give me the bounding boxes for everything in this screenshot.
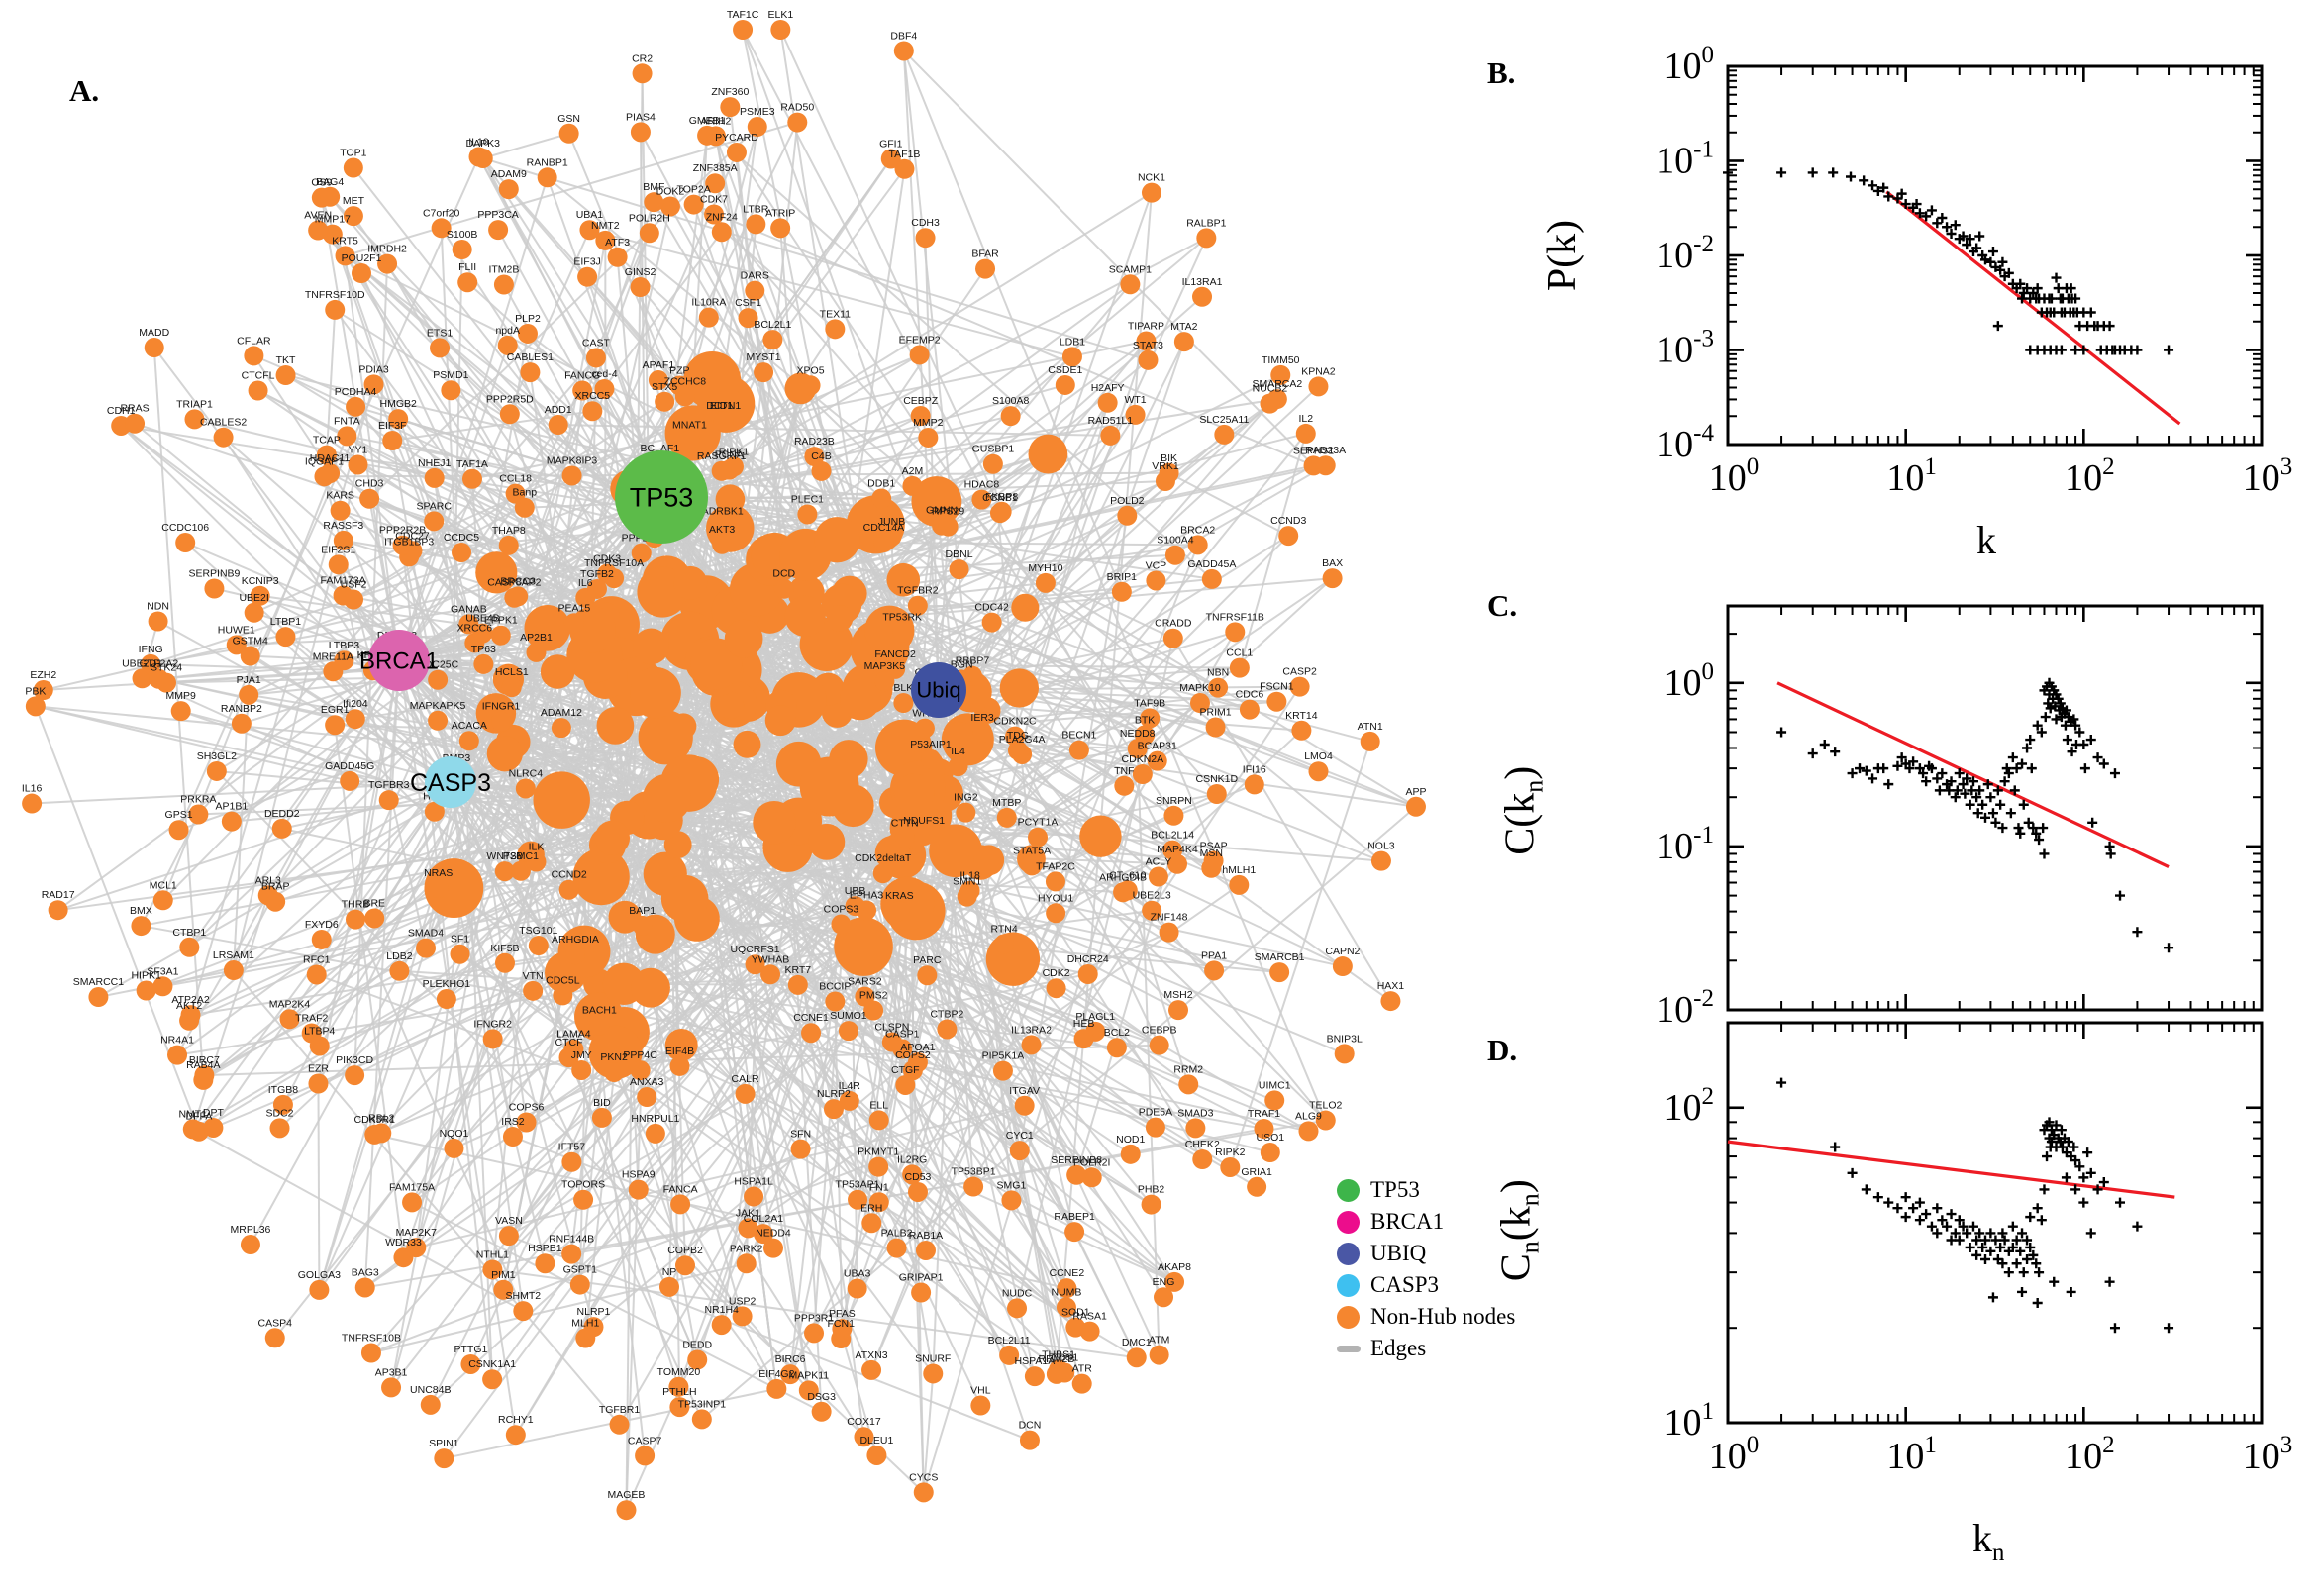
- legend-label: CASP3: [1370, 1272, 1440, 1297]
- legend-label: TP53: [1370, 1177, 1420, 1202]
- node-swatch-icon: [1337, 1305, 1360, 1329]
- panel-label-b: B.: [1487, 55, 1516, 90]
- legend: TP53 BRCA1 UBIQ CASP3 Non-Hub nodes Edges: [1337, 1174, 1515, 1364]
- xaxis-label-k: k: [1976, 518, 1996, 562]
- legend-label: Edges: [1370, 1336, 1427, 1360]
- node-swatch-icon: [1337, 1178, 1360, 1202]
- svg-text:101: 101: [1886, 453, 1937, 499]
- yaxis-label-pk: P(k): [1540, 219, 1585, 292]
- edge-swatch-icon: [1337, 1345, 1361, 1352]
- node-swatch-icon: [1337, 1242, 1360, 1265]
- scatter-points-C: [1776, 677, 2174, 953]
- yaxis-label-ckn: C(kn): [1497, 765, 1549, 855]
- hub-ubiq: Ubiq: [911, 662, 966, 718]
- xaxis-label-kn: kn: [1972, 1516, 2005, 1566]
- svg-text:102: 102: [1665, 1083, 1715, 1129]
- svg-text:10-2: 10-2: [1656, 985, 1714, 1031]
- svg-text:10-4: 10-4: [1656, 420, 1714, 465]
- network-hubs: TP53 BRCA1 Ubiq CASP3: [359, 450, 966, 808]
- fit-line-B: [1885, 190, 2181, 426]
- legend-item-tp53: TP53: [1337, 1174, 1515, 1206]
- scatter-points-D: [1776, 1077, 2174, 1334]
- svg-text:103: 103: [2243, 453, 2293, 499]
- panel-label-c: C.: [1487, 588, 1518, 623]
- legend-item-edges: Edges: [1337, 1333, 1515, 1364]
- svg-text:100: 100: [1709, 453, 1760, 499]
- svg-text:100: 100: [1665, 42, 1715, 87]
- legend-label: UBIQ: [1370, 1241, 1427, 1265]
- node-swatch-icon: [1337, 1210, 1360, 1234]
- svg-text:102: 102: [2065, 1432, 2115, 1477]
- scatter-points-B: [1723, 167, 2174, 355]
- svg-text:10-3: 10-3: [1656, 326, 1714, 371]
- legend-item-non-hub-nodes: Non-Hub nodes: [1337, 1301, 1515, 1333]
- hub-tp53: TP53: [615, 450, 708, 544]
- fit-line-C: [1776, 681, 2170, 868]
- svg-text:10-2: 10-2: [1656, 231, 1714, 276]
- legend-item-casp3: CASP3: [1337, 1269, 1515, 1301]
- svg-text:101: 101: [1665, 1398, 1715, 1444]
- svg-text:102: 102: [2065, 453, 2115, 499]
- svg-text:100: 100: [1709, 1432, 1760, 1477]
- legend-item-ubiq: UBIQ: [1337, 1238, 1515, 1269]
- chart-B: 100 101 102 103 100 10-1 10-2 10-3 10-4: [1656, 42, 2292, 499]
- node-swatch-icon: [1337, 1273, 1360, 1297]
- legend-item-brca1: BRCA1: [1337, 1206, 1515, 1238]
- svg-text:10-1: 10-1: [1656, 822, 1714, 867]
- network-node-labels: ZNF24USF2BCCIPWDR33POLR2HMNAT1WRNRBL2CDK…: [22, 9, 1427, 1501]
- hub-brca1: BRCA1: [359, 630, 439, 691]
- panel-label-a: A.: [69, 73, 100, 108]
- svg-text:10-1: 10-1: [1656, 137, 1714, 182]
- svg-text:100: 100: [1665, 658, 1715, 704]
- network-panel: ZNF24USF2BCCIPWDR33POLR2HMNAT1WRNRBL2CDK…: [22, 9, 1427, 1521]
- svg-text:101: 101: [1886, 1432, 1937, 1477]
- legend-label: BRCA1: [1370, 1209, 1445, 1234]
- chart-C: 100 10-1 10-2: [1656, 604, 2264, 1031]
- hub-casp3: CASP3: [410, 756, 491, 808]
- legend-label: Non-Hub nodes: [1370, 1304, 1516, 1329]
- panel-label-d: D.: [1487, 1033, 1518, 1067]
- svg-text:103: 103: [2243, 1432, 2293, 1477]
- fit-line-D: [1727, 1140, 2175, 1199]
